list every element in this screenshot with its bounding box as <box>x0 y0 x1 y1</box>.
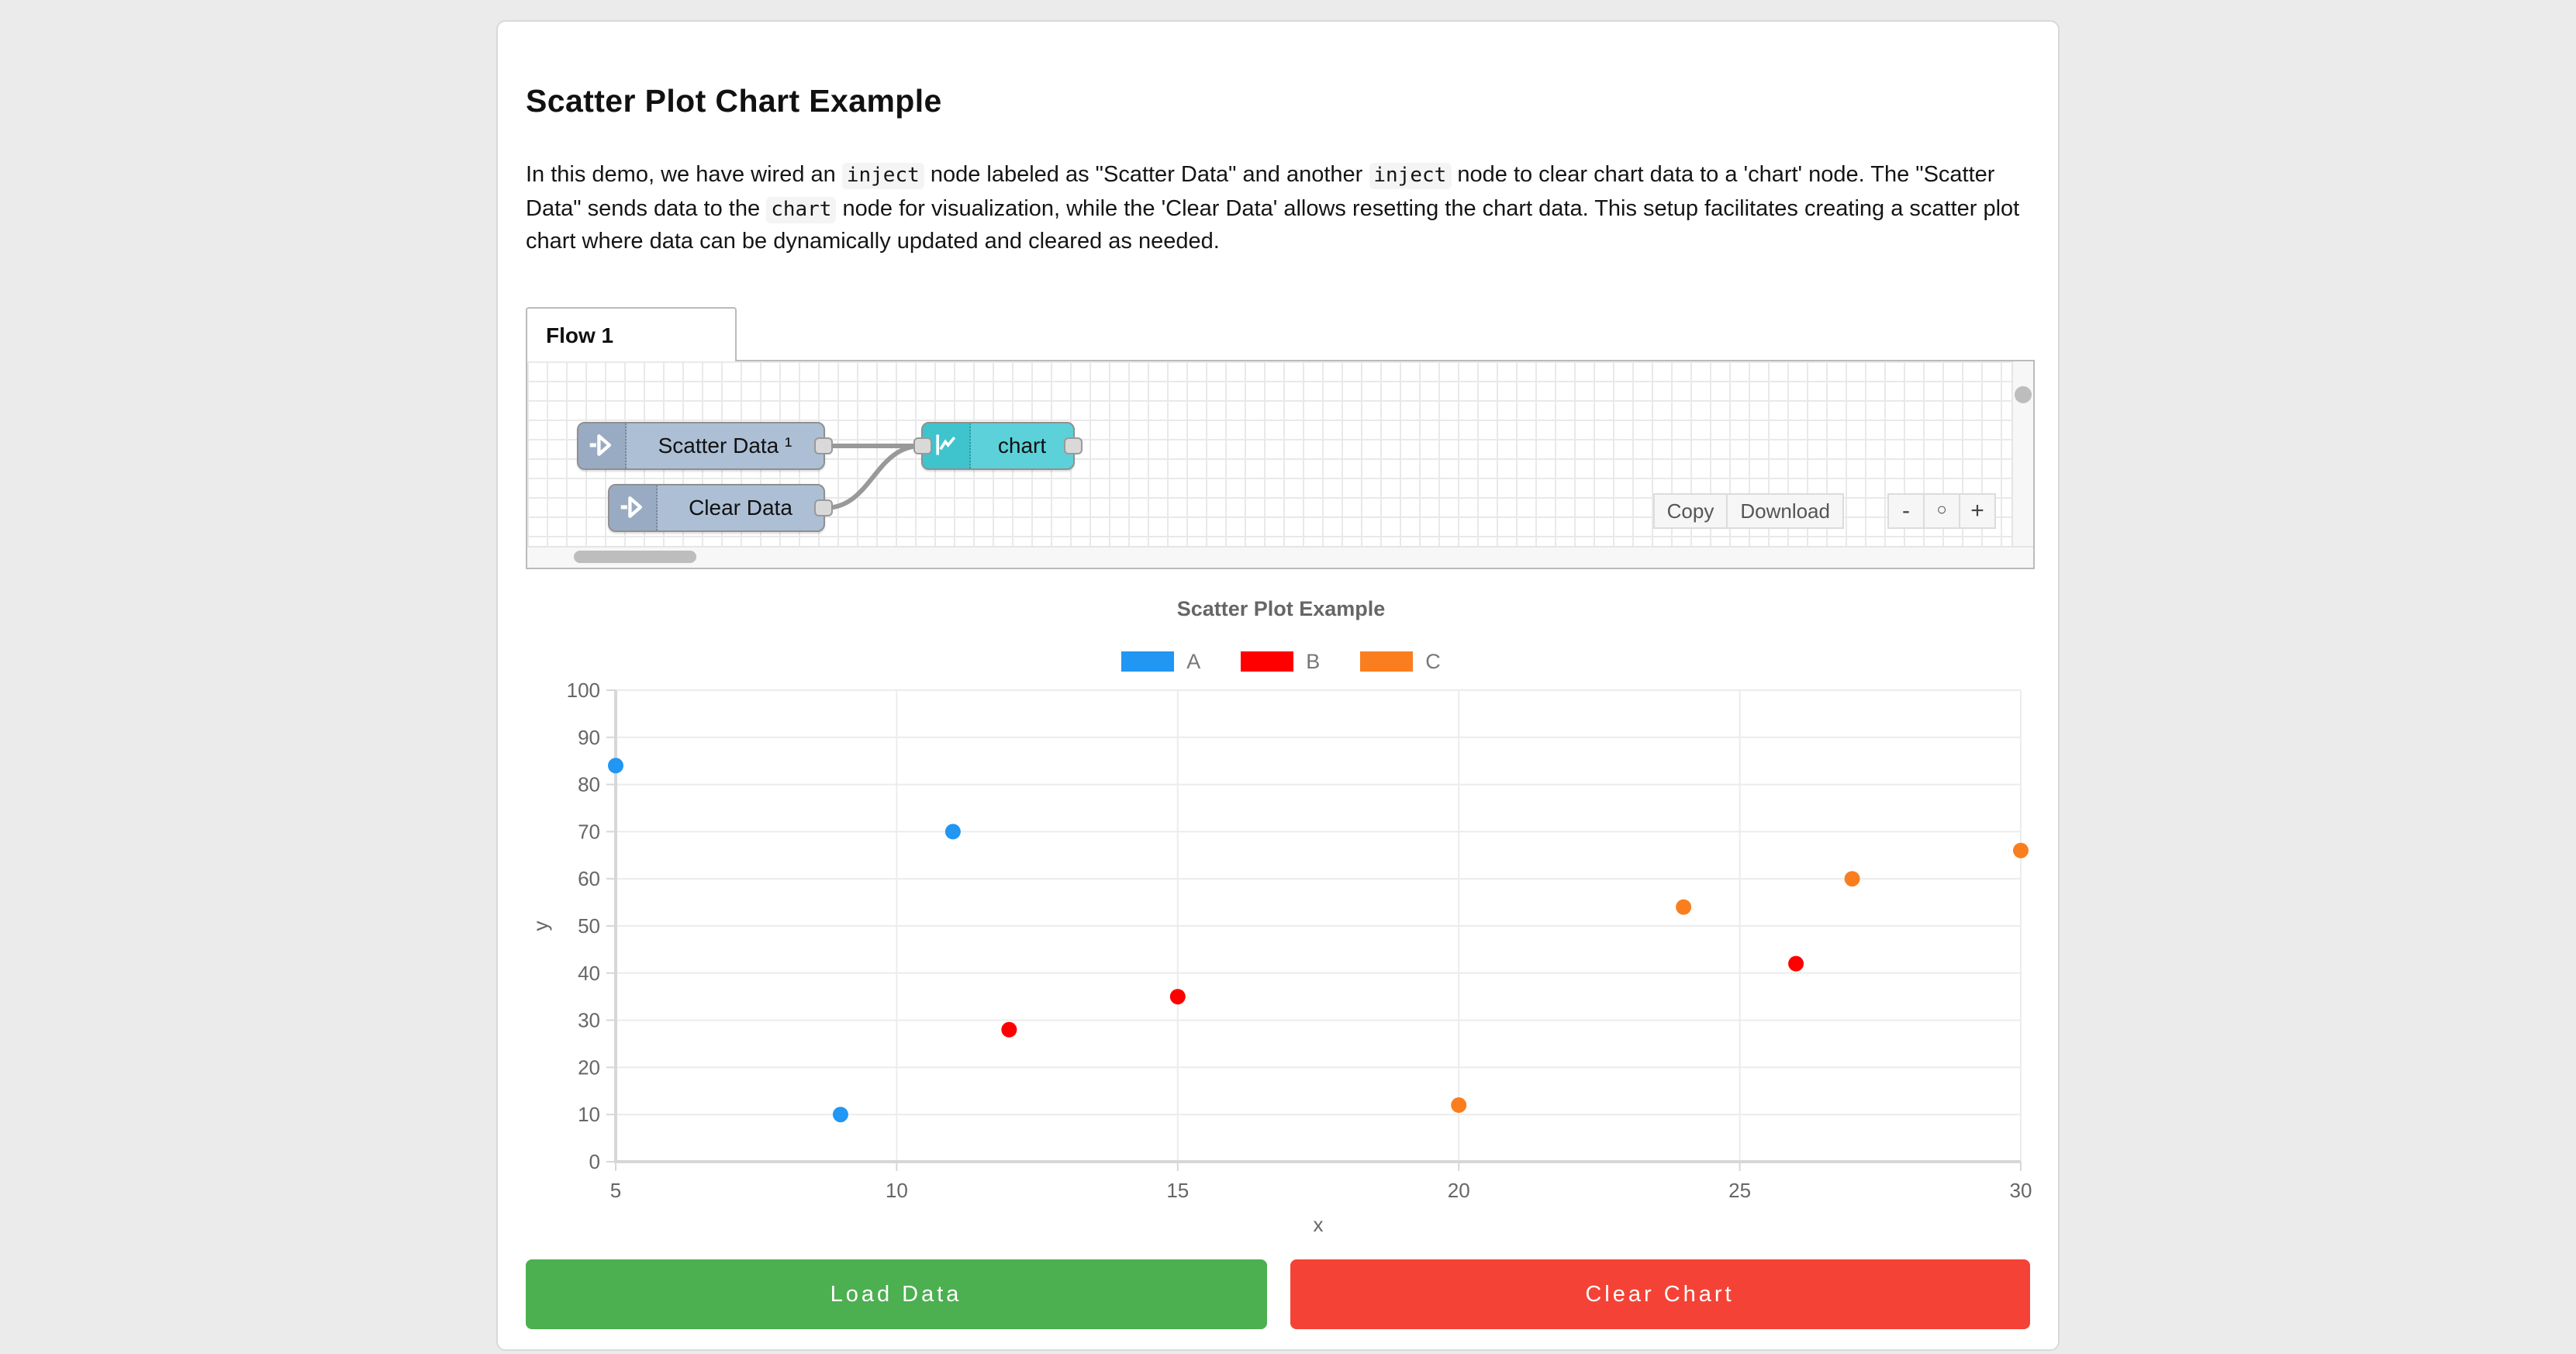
inline-code: chart <box>766 196 837 223</box>
description-text: node to clear chart data to a 'chart' no… <box>526 163 1995 221</box>
copy-button[interactable]: Copy <box>1652 492 1728 528</box>
description-text: node labeled as "Scatter Data" and anoth… <box>924 163 1369 188</box>
clear-chart-button[interactable]: Clear Chart <box>1290 1259 2030 1329</box>
y-tick-label: 80 <box>578 772 600 796</box>
chart-axes <box>606 689 2022 1170</box>
inline-code: inject <box>841 163 924 189</box>
x-tick-label: 15 <box>1166 1178 1189 1201</box>
description-text: In this demo, we have wired an <box>526 163 842 188</box>
data-point-B <box>1001 1021 1017 1037</box>
download-button[interactable]: Download <box>1726 492 1844 528</box>
chart-axis-labels: 0 10 20 30 40 50 60 70 80 90 100 5 10 15 20 25 30 x y <box>529 678 2032 1235</box>
load-data-button[interactable]: Load Data <box>526 1259 1266 1329</box>
y-tick-label: 0 <box>589 1149 600 1173</box>
legend-swatch <box>1241 651 1294 671</box>
data-point-B <box>1788 955 1804 971</box>
y-tick-label: 20 <box>578 1055 600 1078</box>
x-tick-label: 5 <box>610 1178 621 1201</box>
description-text: node for visualization, while the 'Clear… <box>526 196 2020 254</box>
data-point-A <box>944 823 961 839</box>
horizontal-scrollbar-thumb[interactable] <box>574 550 696 562</box>
data-point-A <box>832 1106 848 1122</box>
wire-clear-data-to-chart[interactable] <box>824 443 922 509</box>
legend-item-C[interactable]: C <box>1360 649 1441 672</box>
x-tick-label: 25 <box>1728 1178 1751 1201</box>
demo-description: In this demo, we have wired an inject no… <box>526 160 2030 258</box>
page-title: Scatter Plot Chart Example <box>526 84 942 119</box>
horizontal-scrollbar[interactable] <box>527 545 2033 567</box>
inject-icon <box>609 485 658 530</box>
data-point-A <box>608 757 623 773</box>
legend-swatch <box>1360 651 1414 671</box>
y-tick-label: 10 <box>578 1102 600 1125</box>
legend-item-B[interactable]: B <box>1241 649 1320 672</box>
zoom-out-button[interactable]: - <box>1887 492 1925 528</box>
node-label: chart <box>997 433 1047 458</box>
y-tick-label: 40 <box>578 961 600 984</box>
data-point-C <box>1676 898 1692 914</box>
x-axis-title: x <box>1314 1212 1324 1235</box>
content-card: Scatter Plot Chart Example In this demo,… <box>496 20 2060 1351</box>
chart-plot: 0 10 20 30 40 50 60 70 80 90 100 5 10 15 20 25 30 x y <box>529 678 2032 1235</box>
canvas-toolbar-zoom: - ○ + <box>1887 492 1996 528</box>
node-label: Clear Data <box>689 495 792 520</box>
legend-label: B <box>1306 649 1321 672</box>
flow-tab[interactable]: Flow 1 <box>526 306 737 361</box>
data-point-C <box>1451 1097 1467 1113</box>
flow-editor: Flow 1 Copy Download - ○ + <box>526 306 2035 568</box>
chart-points <box>608 757 2029 1122</box>
legend-label: C <box>1425 649 1441 672</box>
zoom-reset-button[interactable]: ○ <box>1923 492 1960 528</box>
legend-item-A[interactable]: A <box>1121 649 1200 672</box>
legend-swatch <box>1121 651 1175 671</box>
y-tick-label: 30 <box>578 1008 600 1031</box>
node-clear-data[interactable]: Clear Data <box>608 483 833 531</box>
x-tick-label: 30 <box>2010 1178 2032 1201</box>
chart-title: Scatter Plot Example <box>1176 596 1386 620</box>
data-point-C <box>2013 841 2029 858</box>
x-tick-label: 20 <box>1448 1178 1470 1201</box>
y-tick-label: 100 <box>567 678 600 701</box>
chart-grid <box>616 689 2022 1161</box>
canvas-toolbar-export: Copy Download <box>1652 492 1844 528</box>
vertical-scrollbar[interactable] <box>2011 361 2033 547</box>
node-port-out[interactable] <box>814 499 833 516</box>
y-tick-label: 70 <box>578 819 600 842</box>
node-port-out[interactable] <box>814 437 833 454</box>
inject-icon <box>578 423 627 468</box>
node-scatter-data[interactable]: Scatter Data ¹ <box>577 421 833 469</box>
chart-section: Scatter Plot Example A B C 0 10 20 30 40 50 60 70… <box>526 589 2036 1240</box>
y-tick-label: 90 <box>578 725 600 748</box>
data-point-C <box>1844 870 1860 886</box>
flow-canvas[interactable]: Copy Download - ○ + Scatter Data ¹ Clear <box>526 359 2035 568</box>
inline-code: inject <box>1369 163 1452 189</box>
x-tick-label: 10 <box>886 1178 908 1201</box>
flow-wires <box>824 443 922 509</box>
y-tick-label: 50 <box>578 914 600 937</box>
zoom-in-button[interactable]: + <box>1959 492 1996 528</box>
node-chart[interactable]: chart <box>913 421 1083 469</box>
flow-tab-label: Flow 1 <box>546 322 614 347</box>
data-point-B <box>1169 988 1186 1004</box>
action-bar: Load Data Clear Chart <box>526 1259 2030 1329</box>
y-tick-label: 60 <box>578 866 600 889</box>
legend-label: A <box>1186 649 1201 672</box>
chart-legend: A B C <box>526 649 2036 672</box>
node-port-out[interactable] <box>1064 437 1083 454</box>
node-port-in[interactable] <box>913 437 932 454</box>
y-axis-title: y <box>529 921 552 931</box>
node-label: Scatter Data ¹ <box>658 433 792 458</box>
vertical-scrollbar-thumb[interactable] <box>2015 385 2032 402</box>
